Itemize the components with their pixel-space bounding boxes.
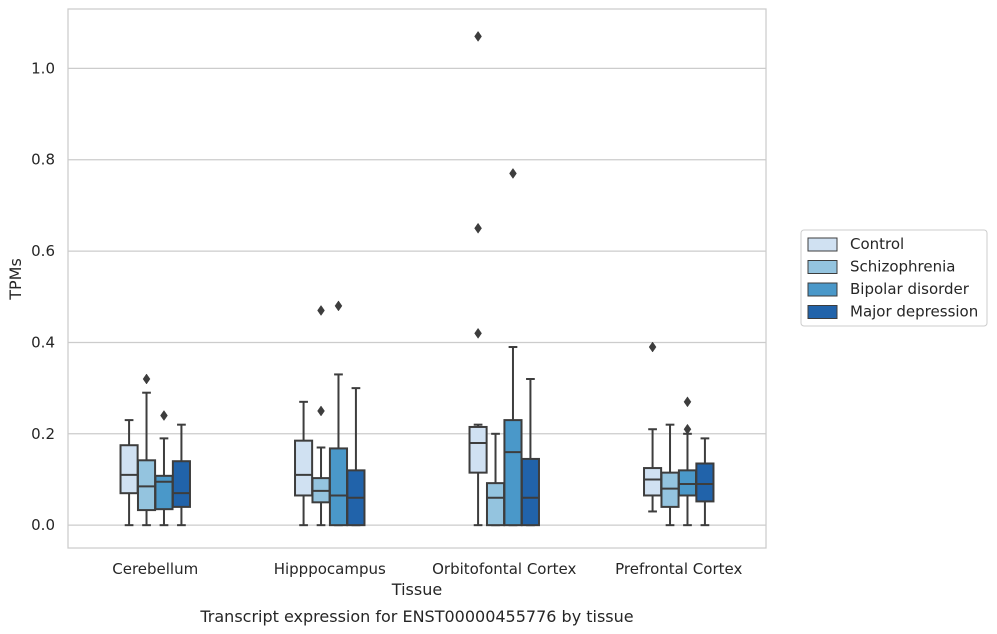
box-body [468,425,488,474]
outlier-point [683,423,692,435]
outlier-point [334,300,343,312]
box-control [294,400,314,527]
box-control [643,341,663,513]
box-body [643,467,663,497]
x-tick-label: Hipppocampus [274,560,386,578]
outlier-point [474,222,482,234]
outlier-point [160,410,168,421]
legend-label: Major depression [850,303,978,321]
box-major-depression [695,437,715,527]
box-body [119,444,139,495]
y-tick-label: 0.8 [31,151,55,169]
outlier-point [474,327,482,339]
box-body [520,457,540,527]
box-body [677,469,698,497]
box-control [119,419,139,527]
outlier-point [317,405,325,417]
legend: Control Schizophrenia Bipolar disorder Majo… [800,229,988,327]
x-tick-label: Orbitofontal Cortex [432,560,576,578]
legend-label: Schizophrenia [850,258,955,276]
legend-swatch [807,260,838,274]
outlier-point [683,396,692,408]
outlier-point [142,373,151,385]
x-tick-labels: Cerebellum Hipppocampus Orbitofontal Corte… [112,560,742,578]
legend-swatch [807,305,838,319]
outlier-point [509,168,517,179]
gridlines [68,67,766,526]
outlier-point [317,305,325,316]
x-axis-label: Tissue [391,580,442,599]
box-schizophrenia [311,305,331,527]
y-tick-label: 0.0 [31,516,55,534]
y-tick-labels: 0.0 0.2 0.4 0.6 0.8 1.0 [31,59,55,534]
outlier-point [474,30,482,42]
box-body [503,419,523,527]
box-bipolar-disorder [328,300,349,527]
x-tick-label: Prefrontal Cortex [615,560,742,578]
box-bipolar-disorder [154,410,174,527]
chart-caption: Transcript expression for ENST0000045577… [199,607,633,626]
plot-frame [67,8,767,549]
legend-frame [800,229,988,327]
box-control [468,30,488,527]
box-body [171,460,191,508]
x-tick-label: Cerebellum [112,560,198,578]
box-bipolar-disorder [677,396,698,527]
box-major-depression [346,387,366,527]
box-schizophrenia [660,423,680,527]
y-tick-label: 0.4 [31,333,55,351]
y-tick-label: 0.2 [31,425,55,443]
box-major-depression [520,377,540,527]
y-tick-label: 0.6 [31,242,55,260]
legend-swatch [807,237,838,252]
legend-label: Control [850,235,904,253]
legend-swatch [807,282,838,297]
boxes [119,30,715,527]
y-tick-label: 1.0 [31,59,55,77]
outlier-point [648,341,657,353]
box-major-depression [171,423,191,527]
box-body [294,439,314,497]
box-body [695,462,715,503]
box-body [485,482,506,527]
box-schizophrenia [485,432,506,527]
box-body [660,471,680,508]
box-bipolar-disorder [503,168,523,527]
box-schizophrenia [136,373,157,527]
box-body [328,447,349,527]
y-axis-label: TPMs [6,258,25,301]
box-body [136,459,157,512]
legend-label: Bipolar disorder [850,280,970,298]
